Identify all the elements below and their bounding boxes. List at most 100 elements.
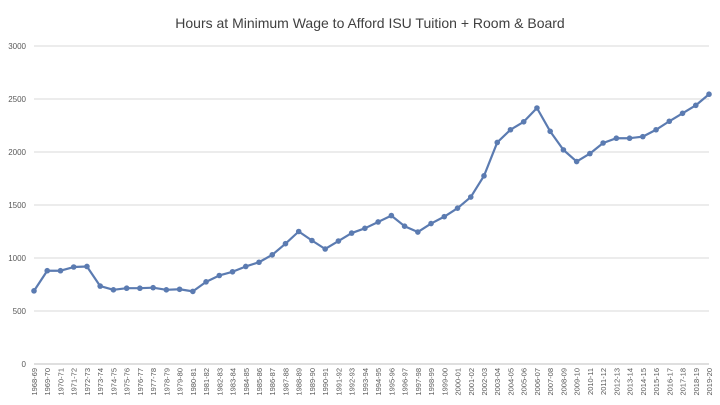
data-point [388, 212, 395, 219]
x-tick-label: 2011-12 [599, 368, 608, 395]
x-tick-label: 2017-18 [679, 368, 688, 396]
x-tick-label: 2007-08 [546, 368, 555, 396]
x-tick-label: 2002-03 [480, 368, 489, 396]
series-line [33, 93, 710, 293]
data-point [242, 263, 249, 270]
data-point [692, 102, 699, 109]
x-tick-label: 2003-04 [493, 368, 502, 396]
data-point [534, 105, 540, 111]
data-point [573, 158, 580, 165]
data-point [150, 284, 156, 291]
data-point [282, 240, 289, 247]
data-point [137, 285, 143, 292]
x-tick-label: 1975-76 [123, 368, 132, 396]
data-point [335, 238, 342, 244]
x-tick-label: 1992-93 [348, 368, 357, 396]
y-tick-label: 3000 [8, 42, 26, 51]
data-point [428, 220, 434, 227]
data-point [123, 285, 130, 292]
x-tick-label: 1988-89 [295, 368, 304, 396]
data-point [97, 283, 103, 289]
data-point [467, 194, 474, 200]
x-tick-label: 1990-91 [321, 368, 330, 396]
data-point [295, 228, 302, 235]
series-line-group [33, 93, 710, 293]
data-point [415, 229, 421, 235]
x-tick-label: 1971-72 [70, 368, 79, 396]
x-tick-label: 1998-99 [427, 368, 436, 396]
data-point [375, 219, 381, 225]
x-tick-label: 2010-11 [586, 368, 595, 395]
data-point [481, 173, 487, 179]
x-tick-label: 1969-70 [43, 368, 52, 396]
data-point [44, 267, 51, 274]
data-point [57, 267, 64, 274]
y-tick-label: 1000 [8, 254, 26, 263]
data-point [348, 230, 355, 236]
x-tick-label: 1994-95 [374, 368, 383, 396]
x-tick-label: 1976-77 [136, 368, 145, 396]
data-point [679, 110, 686, 117]
x-tick-label: 1999-00 [440, 368, 449, 396]
x-tick-label: 2015-16 [652, 368, 661, 396]
data-point [269, 252, 276, 258]
y-axis-ticks: 0 500 1000 1500 2000 2500 3000 [8, 42, 26, 369]
x-tick-label: 1978-79 [162, 368, 171, 396]
data-point [84, 263, 90, 270]
gridlines [34, 45, 709, 365]
x-tick-label: 1985-86 [255, 368, 264, 396]
x-tick-label: 1968-69 [30, 368, 39, 396]
data-point [70, 264, 77, 270]
x-tick-label: 2018-19 [692, 368, 701, 396]
x-tick-label: 1974-75 [109, 368, 118, 396]
y-tick-label: 1500 [8, 201, 26, 210]
x-tick-label: 1982-83 [215, 368, 224, 396]
x-axis-ticks: 1968-69 1969-70 1970-71 1971-72 1972-73 1973-… [30, 368, 714, 396]
data-point [494, 139, 501, 146]
x-tick-label: 1973-74 [96, 368, 105, 396]
data-point [706, 91, 712, 98]
x-tick-label: 1980-81 [189, 368, 198, 396]
x-tick-label: 2009-10 [573, 368, 582, 396]
data-point [547, 128, 553, 135]
x-tick-label: 2019-20 [705, 368, 714, 396]
data-point [31, 288, 37, 294]
data-point [587, 150, 593, 157]
data-point [256, 259, 262, 266]
x-tick-label: 2014-15 [639, 368, 648, 396]
x-tick-label: 1987-88 [281, 368, 290, 396]
data-point [229, 268, 236, 275]
y-tick-label: 0 [22, 360, 27, 369]
data-point [322, 246, 328, 252]
data-point [626, 135, 633, 142]
x-tick-label: 1996-97 [401, 368, 410, 396]
x-tick-label: 2006-07 [533, 368, 542, 396]
data-point [163, 287, 170, 293]
x-tick-label: 1983-84 [229, 368, 238, 396]
data-point [309, 237, 315, 244]
x-tick-label: 2005-06 [520, 368, 529, 396]
data-point [560, 147, 567, 153]
data-point [203, 279, 209, 285]
x-tick-label: 2013-14 [626, 368, 635, 396]
x-tick-label: 2012-13 [612, 368, 621, 396]
data-point [600, 140, 606, 146]
x-tick-label: 1986-87 [268, 368, 277, 396]
data-point [653, 126, 659, 133]
data-point [520, 118, 527, 125]
x-tick-label: 1984-85 [242, 368, 251, 396]
x-tick-label: 1989-90 [308, 368, 317, 396]
data-point [507, 126, 514, 133]
data-point [441, 213, 448, 220]
x-tick-label: 2001-02 [467, 368, 476, 396]
data-point [640, 133, 646, 140]
x-tick-label: 1972-73 [83, 368, 92, 396]
data-point [362, 225, 368, 232]
x-tick-label: 2004-05 [506, 368, 515, 396]
y-tick-label: 500 [13, 307, 27, 316]
x-tick-label: 1977-78 [149, 368, 158, 396]
data-point [613, 135, 620, 142]
x-tick-label: 1970-71 [56, 368, 65, 396]
x-tick-label: 1997-98 [414, 368, 423, 396]
